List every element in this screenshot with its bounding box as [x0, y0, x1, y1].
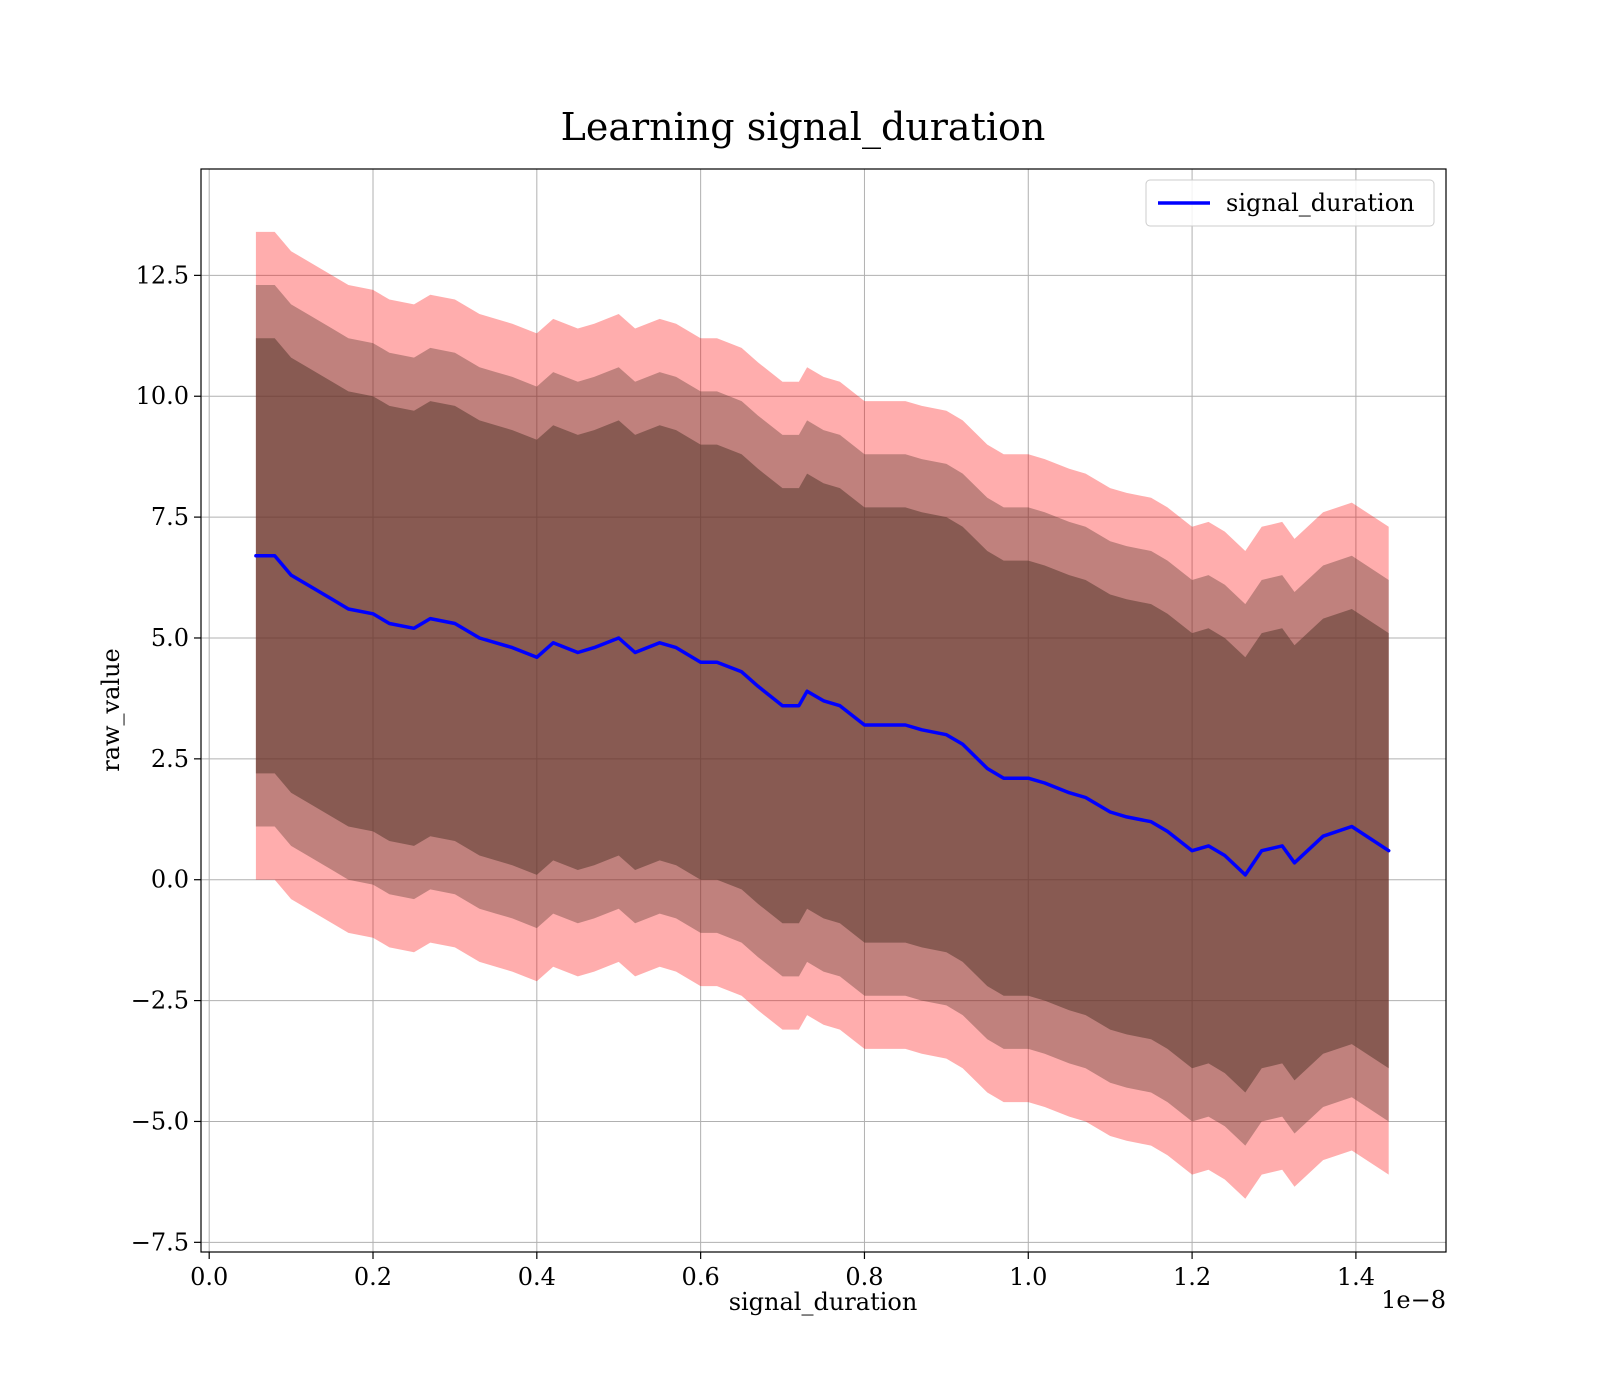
- y-tick-label: −2.5: [131, 987, 189, 1015]
- band-1-std: [255, 338, 1389, 1093]
- legend: signal_duration: [1145, 179, 1435, 227]
- confidence-bands: [255, 231, 1389, 1199]
- x-tick-label: 0.2: [354, 1263, 392, 1291]
- x-tick-label: 0.6: [682, 1263, 720, 1291]
- x-tick-label: 1.4: [1337, 1263, 1375, 1291]
- x-axis-ticks: 0.0 0.2 0.4 0.6 0.8 1.0 1.2 1.4: [190, 1252, 1375, 1291]
- y-tick-label: 12.5: [136, 261, 189, 289]
- plot-frame: [200, 168, 1447, 1253]
- series-lines: [254, 554, 1391, 877]
- x-tick-label: 0.8: [845, 1263, 883, 1291]
- x-axis-label: signal_duration: [729, 1288, 918, 1316]
- y-tick-label: −5.0: [131, 1107, 189, 1135]
- legend-box: [1145, 179, 1435, 227]
- y-axis-ticks: −7.5 −5.0 −2.5 0.0 2.5 5.0 7.5 10.0 12.5: [131, 261, 201, 1256]
- legend-label: signal_duration: [1226, 189, 1415, 217]
- y-tick-label: 2.5: [151, 745, 189, 773]
- x-tick-label: 0.0: [190, 1263, 228, 1291]
- y-tick-label: 7.5: [151, 503, 189, 531]
- x-tick-label: 1.2: [1173, 1263, 1211, 1291]
- y-tick-label: 10.0: [136, 382, 189, 410]
- y-tick-label: 5.0: [151, 624, 189, 652]
- y-tick-label: −7.5: [131, 1228, 189, 1256]
- x-axis-offset-text: 1e−8: [1381, 1286, 1446, 1314]
- x-tick-label: 0.4: [518, 1263, 556, 1291]
- x-tick-label: 1.0: [1009, 1263, 1047, 1291]
- y-axis-label: raw_value: [97, 648, 125, 772]
- y-tick-label: 0.0: [151, 866, 189, 894]
- chart-title: Learning signal_duration: [561, 105, 1046, 150]
- series-line-signal-duration: [254, 554, 1391, 877]
